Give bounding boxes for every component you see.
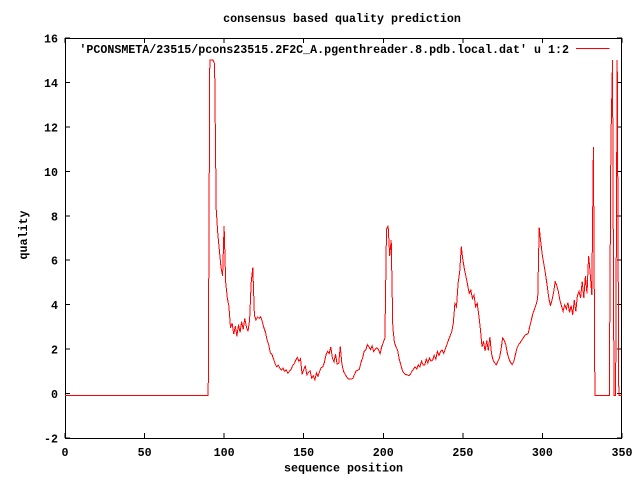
svg-text:2: 2 bbox=[51, 344, 58, 358]
svg-text:150: 150 bbox=[293, 446, 314, 460]
svg-text:10: 10 bbox=[44, 166, 58, 180]
svg-text:16: 16 bbox=[44, 33, 58, 47]
svg-text:4: 4 bbox=[51, 299, 58, 313]
svg-text:consensus based quality predic: consensus based quality prediction bbox=[223, 12, 461, 26]
svg-text:300: 300 bbox=[532, 446, 553, 460]
svg-text:200: 200 bbox=[373, 446, 394, 460]
svg-text:quality: quality bbox=[17, 211, 31, 260]
svg-text:12: 12 bbox=[44, 121, 58, 135]
svg-text:100: 100 bbox=[214, 446, 235, 460]
svg-text:250: 250 bbox=[452, 446, 473, 460]
svg-text:-2: -2 bbox=[44, 433, 58, 447]
svg-text:8: 8 bbox=[51, 210, 58, 224]
svg-text:0: 0 bbox=[62, 446, 69, 460]
svg-text:0: 0 bbox=[51, 388, 58, 402]
svg-text:50: 50 bbox=[138, 446, 152, 460]
svg-text:'PCONSMETA/23515/pcons23515.2F: 'PCONSMETA/23515/pcons23515.2F2C_A.pgent… bbox=[79, 43, 569, 57]
svg-text:14: 14 bbox=[44, 77, 58, 91]
svg-text:350: 350 bbox=[612, 446, 633, 460]
svg-text:sequence position: sequence position bbox=[284, 462, 403, 476]
svg-text:6: 6 bbox=[51, 255, 58, 269]
